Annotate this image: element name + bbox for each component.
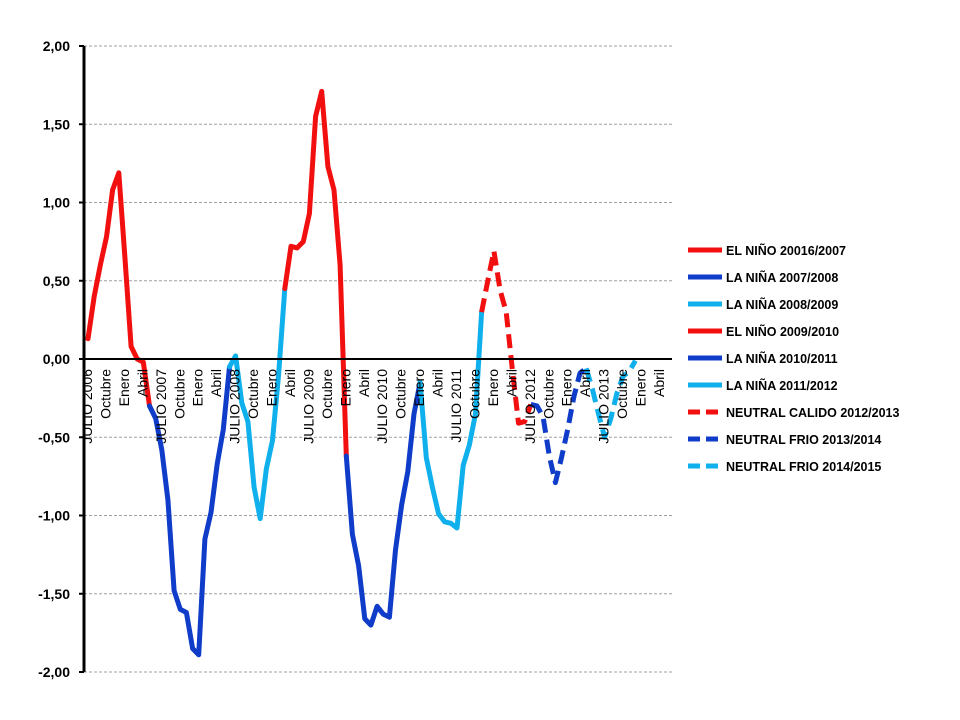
x-tick-label: Octubre: [171, 369, 187, 419]
x-tick-label: Enero: [337, 369, 353, 407]
x-tick-label: JULIO 2013: [596, 369, 612, 444]
x-tick-label: Enero: [264, 369, 280, 407]
series-line-5: [343, 380, 423, 628]
x-tick-label: Enero: [190, 369, 206, 407]
series-line-9: [583, 359, 638, 440]
x-tick-label: JULIO 2007: [153, 369, 169, 444]
x-tick-label: Enero: [411, 369, 427, 407]
y-tick-label: 2,00: [43, 38, 70, 54]
y-tick-label: 1,50: [43, 116, 70, 132]
legend-label: NEUTRAL FRIO 2013/2014: [726, 433, 881, 447]
y-tick-label: -1,50: [38, 586, 70, 602]
series-line-3: [227, 286, 288, 522]
series-line-2: [147, 364, 232, 658]
legend-label: LA NIÑA 2007/2008: [726, 270, 838, 285]
series-line-1: [85, 170, 152, 409]
legend-label: EL NIÑO 20016/2007: [726, 243, 846, 258]
x-tick-label: Octubre: [540, 369, 556, 419]
x-tick-label: Abril: [134, 369, 150, 397]
y-tick-label: -2,00: [38, 664, 70, 680]
x-tick-label: Octubre: [393, 369, 409, 419]
series-line-4: [282, 88, 349, 459]
x-tick-label: Enero: [485, 369, 501, 407]
y-tick-label: 0,50: [43, 273, 70, 289]
series-line-6: [417, 309, 485, 531]
x-tick-label: Octubre: [614, 369, 630, 419]
x-tick-label: Abril: [282, 369, 298, 397]
x-tick-label: JULIO 2011: [448, 369, 464, 443]
legend-label: EL NIÑO 2009/2010: [726, 324, 839, 339]
x-tick-label: Abril: [208, 369, 224, 397]
x-tick-label: Enero: [559, 369, 575, 407]
y-tick-label: -1,00: [38, 508, 70, 524]
x-tick-label: Abril: [356, 369, 372, 397]
legend-label: LA NIÑA 2010/2011: [726, 351, 838, 366]
x-tick-label: Octubre: [467, 369, 483, 419]
x-tick-label: Octubre: [245, 369, 261, 419]
x-tick-label: Abril: [651, 369, 667, 397]
legend-label: NEUTRAL FRIO 2014/2015: [726, 460, 881, 474]
series-line-7: [479, 248, 534, 426]
axes: [82, 46, 672, 672]
x-tick-label: JULIO 2010: [374, 369, 390, 444]
legend-label: NEUTRAL CALIDO 2012/2013: [726, 406, 899, 420]
legend-label: LA NIÑA 2008/2009: [726, 297, 838, 312]
x-tick-label: Octubre: [98, 369, 114, 419]
series-line-8: [530, 366, 588, 486]
series-lines: [85, 88, 638, 658]
x-tick-label: JULIO 2006: [79, 369, 95, 444]
x-axis-ticks: JULIO 2006 Octubre Enero Abril JULIO 2007 Oct…: [79, 369, 667, 444]
legend: EL NIÑO 20016/2007 LA NIÑA 2007/2008 LA NI…: [688, 243, 899, 474]
y-tick-label: 0,00: [43, 351, 70, 367]
x-tick-label: Enero: [633, 369, 649, 407]
legend-label: LA NIÑA 2011/2012: [726, 378, 838, 393]
x-tick-label: Abril: [503, 369, 519, 397]
x-tick-label: Enero: [116, 369, 132, 407]
x-tick-label: Abril: [577, 369, 593, 397]
y-tick-label: 1,00: [43, 195, 70, 211]
y-tick-label: -0,50: [38, 429, 70, 445]
x-tick-label: JULIO 2012: [522, 369, 538, 444]
x-tick-label: JULIO 2009: [300, 369, 316, 444]
gridlines: [84, 45, 672, 673]
x-tick-label: Octubre: [319, 369, 335, 419]
x-tick-label: Abril: [430, 369, 446, 397]
y-axis-ticks: 2,00 1,50 1,00 0,50 0,00 -0,50 -1,00 -1,50 -2,00: [38, 38, 84, 680]
x-tick-label: JULIO 2008: [227, 369, 243, 444]
